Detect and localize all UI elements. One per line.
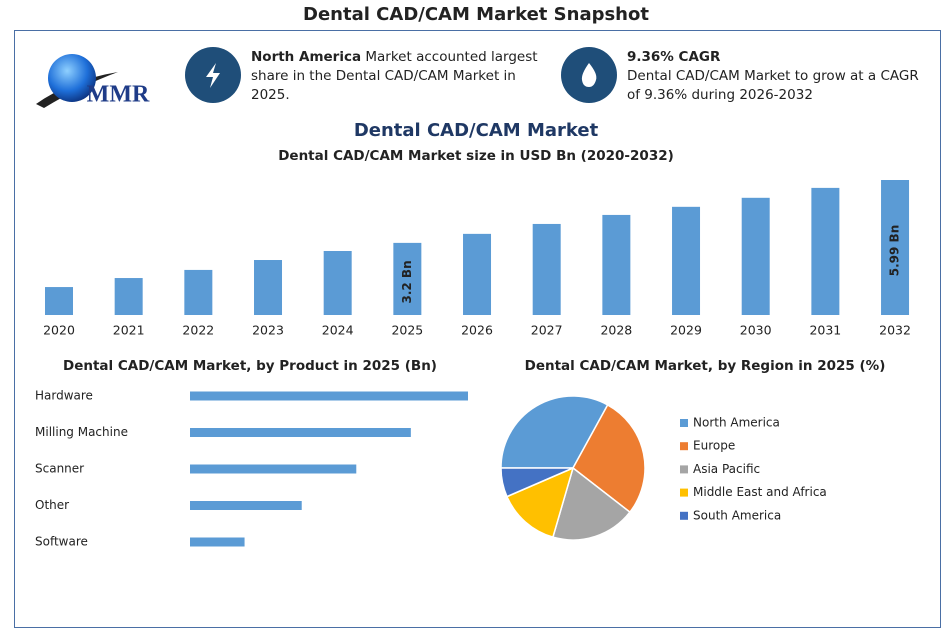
- x-tick-label: 2023: [252, 323, 284, 338]
- x-tick-label: 2027: [531, 323, 563, 338]
- highlight-text: Dental CAD/CAM Market to grow at a CAGR …: [627, 68, 919, 103]
- x-tick-label: 2022: [182, 323, 214, 338]
- legend-label: North America: [693, 416, 780, 430]
- icon-drop: [581, 63, 597, 87]
- x-tick-label: 2021: [113, 323, 145, 338]
- legend-swatch: [680, 511, 688, 520]
- x-tick-label: 2024: [322, 323, 354, 338]
- legend-label: Asia Pacific: [693, 462, 760, 476]
- pie-slice: [500, 467, 574, 498]
- frame: [14, 30, 941, 628]
- x-tick-label: 2025: [391, 323, 423, 338]
- bar: [45, 287, 73, 315]
- bar: [881, 180, 910, 315]
- category-label: Software: [35, 535, 88, 549]
- value-label: 3.2 Bn: [400, 260, 414, 303]
- pie-slice: [505, 466, 575, 539]
- legend-swatch: [680, 465, 688, 474]
- bar: [190, 464, 357, 474]
- logo: MMR: [36, 54, 150, 108]
- bar: [672, 206, 701, 315]
- bar: [254, 260, 283, 315]
- highlight-bold: 9.36% CAGR: [627, 49, 721, 65]
- logo-globe: [48, 54, 96, 102]
- legend-swatch: [680, 442, 688, 451]
- legend-label: Europe: [693, 439, 735, 453]
- bar: [190, 428, 411, 437]
- bar: [741, 197, 770, 315]
- bar: [323, 250, 352, 315]
- x-tick-label: 2028: [600, 323, 632, 338]
- x-tick-label: 2032: [879, 323, 911, 338]
- x-tick-label: 2030: [740, 323, 772, 338]
- chart-title: Dental CAD/CAM Market: [354, 120, 599, 141]
- bar: [190, 391, 468, 401]
- icon-bolt: [206, 63, 220, 88]
- x-tick-label: 2026: [461, 323, 493, 338]
- bar: [463, 233, 492, 315]
- page-title: Dental CAD/CAM Market Snapshot: [303, 4, 649, 25]
- bar: [114, 278, 143, 315]
- bar: [190, 501, 302, 510]
- bar: [532, 223, 561, 315]
- bar: [184, 269, 213, 315]
- pie-slice: [500, 395, 609, 469]
- pie-slice: [551, 466, 631, 541]
- bar: [602, 214, 631, 315]
- bar: [393, 242, 422, 315]
- highlight: North America Market accounted largest s…: [251, 48, 551, 105]
- legend-swatch: [680, 488, 688, 497]
- x-tick-label: 2020: [43, 323, 75, 338]
- x-tick-label: 2029: [670, 323, 702, 338]
- highlight: 9.36% CAGR Dental CAD/CAM Market to grow …: [627, 48, 932, 105]
- legend-label: Middle East and Africa: [693, 485, 827, 499]
- icon-region: [185, 47, 241, 103]
- pie-slice: [572, 403, 646, 514]
- logo-swoosh: [36, 72, 118, 108]
- highlight-bold: North America: [251, 49, 362, 65]
- category-label: Milling Machine: [35, 425, 128, 439]
- value-label: 5.99 Bn: [888, 225, 902, 276]
- chart-title: Dental CAD/CAM Market, by Product in 202…: [63, 358, 437, 374]
- category-label: Hardware: [35, 389, 93, 403]
- highlight-text: Market accounted largest share in the De…: [251, 49, 538, 103]
- chart-title: Dental CAD/CAM Market, by Region in 2025…: [525, 358, 886, 374]
- x-tick-label: 2031: [809, 323, 841, 338]
- legend-label: South America: [693, 508, 781, 522]
- category-label: Other: [35, 498, 69, 512]
- icon-cagr: [561, 47, 617, 103]
- legend-swatch: [680, 419, 688, 427]
- chart-subtitle: Dental CAD/CAM Market size in USD Bn (20…: [278, 148, 674, 164]
- category-label: Scanner: [35, 462, 84, 476]
- logo-text: MMR: [87, 82, 150, 108]
- bar: [811, 187, 840, 315]
- bar: [190, 537, 245, 547]
